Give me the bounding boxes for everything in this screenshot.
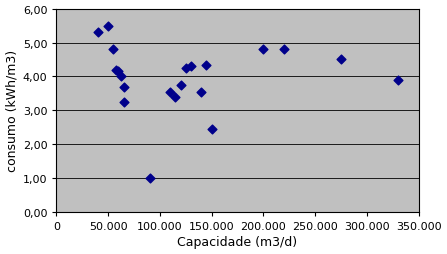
Point [113,68,120,72]
Point [177,84,184,88]
Point [120,101,127,105]
X-axis label: Capacidade (m3/d): Capacidade (m3/d) [177,235,298,248]
Point [167,90,174,94]
Point [115,70,122,74]
Point [208,128,215,132]
Point [94,31,101,35]
Point [110,48,117,52]
Point [203,63,210,67]
Point [394,78,401,83]
Point [187,65,194,69]
Point [146,177,153,181]
Point [198,90,205,94]
Point [182,67,190,71]
Point [281,48,288,52]
Point [105,24,112,28]
Point [172,96,179,100]
Point [337,58,345,62]
Y-axis label: consumo (kWh/m3): consumo (kWh/m3) [5,50,19,172]
Point [117,75,124,79]
Point [120,85,127,89]
Point [260,48,267,52]
